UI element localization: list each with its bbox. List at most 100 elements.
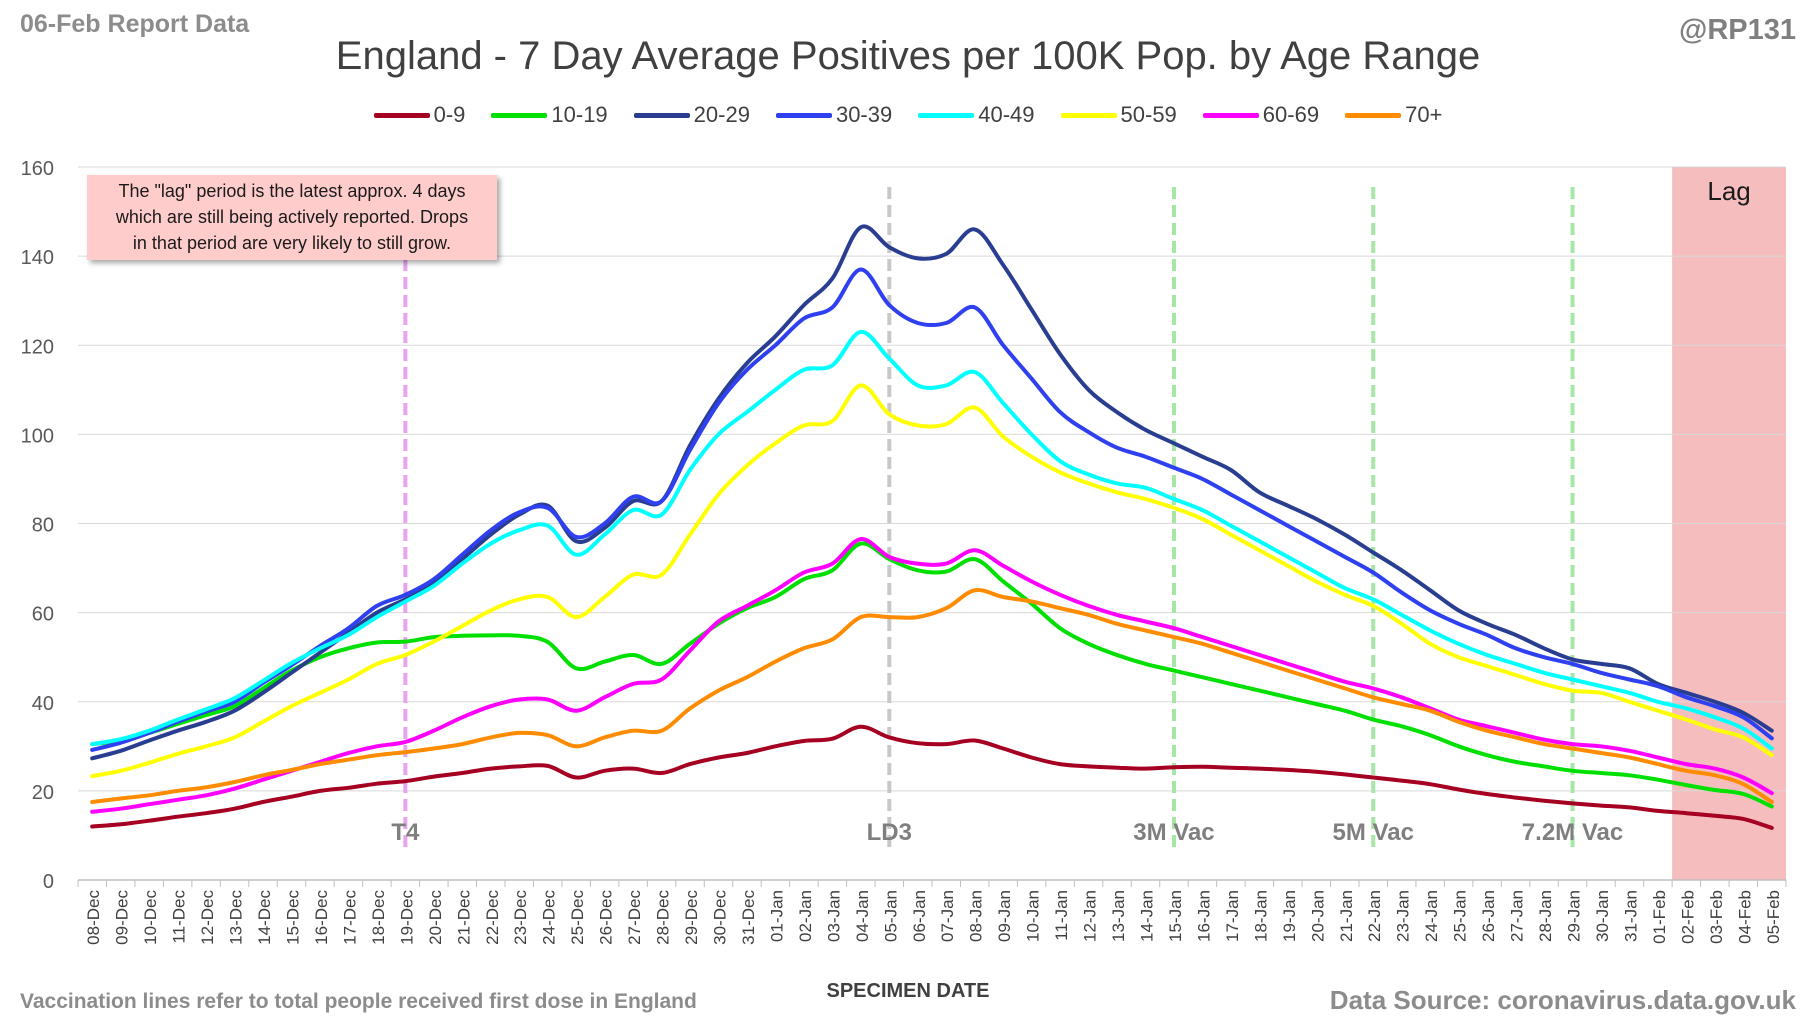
legend-item: 70+	[1345, 102, 1442, 128]
x-tick-label: 31-Jan	[1621, 890, 1640, 942]
x-tick-label: 05-Feb	[1764, 890, 1783, 944]
legend-label: 0-9	[433, 102, 466, 127]
series-line-70+	[90, 588, 1774, 804]
y-tick-label: 80	[32, 515, 54, 537]
series-line-0-9	[90, 724, 1774, 830]
y-tick-label: 20	[32, 782, 54, 804]
x-tick-label: 06-Jan	[910, 890, 929, 942]
legend-label: 10-19	[551, 102, 608, 127]
y-tick-label: 40	[32, 693, 54, 715]
x-tick-label: 01-Jan	[767, 890, 786, 942]
x-tick-label: 20-Dec	[426, 890, 445, 945]
legend-label: 50-59	[1120, 102, 1177, 127]
y-tick-label: 60	[32, 604, 54, 626]
x-tick-label: 08-Jan	[967, 890, 986, 942]
legend-swatch	[918, 112, 975, 118]
x-tick-label: 20-Jan	[1308, 890, 1327, 942]
legend-item: 40-49	[918, 102, 1035, 128]
y-tick-label: 100	[21, 425, 54, 447]
x-tick-label: 17-Dec	[340, 890, 359, 945]
legend-swatch	[373, 112, 430, 118]
reference-line-label: T4	[391, 819, 420, 846]
x-tick-label: 26-Dec	[597, 890, 616, 945]
x-tick-label: 08-Dec	[84, 890, 103, 945]
x-tick-label: 02-Feb	[1678, 890, 1697, 944]
x-tick-label: 14-Jan	[1138, 890, 1157, 942]
x-tick-label: 18-Dec	[369, 890, 388, 945]
legend-item: 50-59	[1060, 102, 1177, 128]
x-tick-label: 12-Jan	[1081, 890, 1100, 942]
x-tick-label: 13-Jan	[1109, 890, 1128, 942]
x-tick-label: 19-Jan	[1280, 890, 1299, 942]
series-line-30-39	[90, 267, 1774, 752]
x-tick-label: 11-Dec	[170, 890, 189, 944]
lag-label: Lag	[1707, 176, 1750, 206]
legend-swatch	[1345, 112, 1402, 118]
x-tick-label: 29-Jan	[1565, 890, 1584, 942]
x-tick-label: 09-Jan	[995, 890, 1014, 942]
x-tick-label: 23-Jan	[1394, 890, 1413, 942]
x-tick-label: 07-Jan	[938, 890, 957, 942]
x-tick-label: 15-Dec	[284, 890, 303, 945]
x-tick-label: 22-Dec	[483, 890, 502, 945]
x-tick-label: 21-Dec	[454, 890, 473, 945]
lag-note-line-2: which are still being actively reported.…	[115, 207, 469, 227]
x-tick-label: 26-Jan	[1479, 890, 1498, 942]
series-line-50-59	[90, 383, 1774, 779]
series-line-60-69	[90, 537, 1774, 814]
reference-line-label: 3M Vac	[1133, 819, 1214, 846]
x-tick-label: 12-Dec	[198, 890, 217, 945]
data-source: Data Source: coronavirus.data.gov.uk	[1329, 985, 1796, 1015]
legend-label: 30-39	[835, 102, 893, 127]
chart-legend: 0-9 10-19 20-29 30-39 40-49 50-59 60-69 70+	[0, 102, 1816, 128]
x-tick-label: 10-Jan	[1024, 890, 1043, 942]
legend-label: 70+	[1405, 102, 1443, 127]
legend-label: 20-29	[693, 102, 750, 127]
reference-line-label: 5M Vac	[1333, 819, 1414, 846]
x-tick-label: 04-Feb	[1735, 890, 1754, 944]
legend-item: 30-39	[775, 102, 893, 128]
chart-title: England - 7 Day Average Positives per 10…	[335, 34, 1481, 78]
x-tick-label: 16-Dec	[312, 890, 331, 945]
x-tick-label: 23-Dec	[511, 890, 530, 945]
reference-line-label: LD3	[867, 819, 912, 846]
x-tick-label: 09-Dec	[113, 890, 132, 945]
x-tick-label: 24-Jan	[1422, 890, 1441, 942]
legend-label: 40-49	[978, 102, 1035, 127]
y-tick-label: 160	[21, 158, 54, 180]
lag-note-box: The "lag" period is the latest approx. 4…	[87, 175, 497, 260]
series-line-10-19	[90, 541, 1774, 809]
x-tick-label: 18-Jan	[1251, 890, 1270, 942]
legend-item: 10-19	[491, 102, 608, 128]
x-tick-label: 28-Dec	[654, 890, 673, 945]
x-tick-label: 05-Jan	[881, 890, 900, 942]
lag-note-line-1: The "lag" period is the latest approx. 4…	[118, 181, 466, 201]
x-tick-label: 25-Dec	[568, 890, 587, 945]
reference-line-label: 7.2M Vac	[1522, 819, 1623, 846]
x-tick-label: 19-Dec	[397, 890, 416, 945]
x-tick-label: 27-Jan	[1508, 890, 1527, 942]
x-tick-label: 27-Dec	[625, 890, 644, 945]
x-tick-label: 15-Jan	[1166, 890, 1185, 942]
x-axis-title: SPECIMEN DATE	[826, 980, 990, 1002]
series-line-20-29	[90, 224, 1774, 761]
legend-item: 0-9	[373, 102, 466, 128]
legend-label: 60-69	[1262, 102, 1320, 127]
x-tick-label: 30-Dec	[711, 890, 730, 945]
legend-swatch	[1060, 112, 1117, 118]
legend-item: 20-29	[633, 102, 750, 128]
y-tick-label: 120	[21, 336, 54, 358]
x-tick-label: 17-Jan	[1223, 890, 1242, 942]
x-tick-label: 21-Jan	[1337, 890, 1356, 942]
vaccination-footnote: Vaccination lines refer to total people …	[20, 990, 697, 1013]
report-date-label: 06-Feb Report Data	[20, 10, 250, 38]
legend-swatch	[491, 112, 548, 118]
series-line-40-49	[90, 329, 1774, 751]
x-tick-label: 28-Jan	[1536, 890, 1555, 942]
x-tick-label: 31-Dec	[739, 890, 758, 945]
y-tick-label: 140	[21, 247, 54, 269]
legend-swatch	[633, 112, 690, 118]
x-tick-label: 01-Feb	[1650, 890, 1669, 944]
